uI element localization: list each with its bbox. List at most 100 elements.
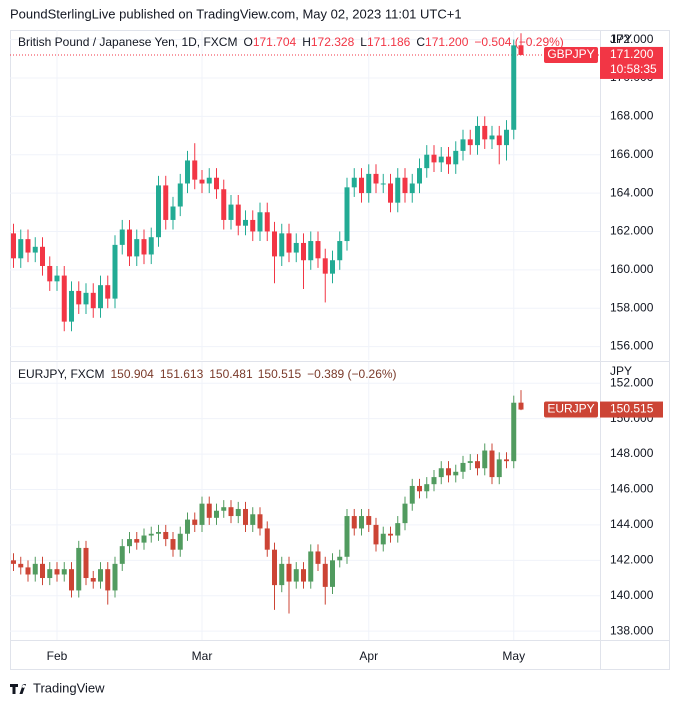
candle-body bbox=[264, 528, 270, 550]
candle-body bbox=[177, 183, 183, 207]
candle-body bbox=[257, 212, 263, 232]
candle-body bbox=[83, 547, 89, 579]
candle-body bbox=[214, 177, 219, 190]
candle-body bbox=[322, 563, 328, 587]
y-tick-label: 172.000 bbox=[610, 32, 654, 46]
candle-body bbox=[170, 206, 176, 220]
candle-body bbox=[344, 187, 350, 242]
legend-value: 172.328 bbox=[311, 35, 355, 49]
currency-label: JPY bbox=[610, 364, 632, 378]
candle-body bbox=[141, 239, 147, 255]
candle-body bbox=[40, 563, 45, 579]
candle-body bbox=[504, 129, 509, 146]
candle-body bbox=[482, 450, 488, 469]
candle-body bbox=[373, 173, 379, 184]
candle-body bbox=[272, 549, 277, 586]
currency-label: JPY bbox=[610, 32, 632, 46]
legend-key: O bbox=[243, 35, 252, 49]
candle-body bbox=[279, 233, 285, 257]
candle-body bbox=[366, 173, 372, 194]
candle-body bbox=[90, 578, 96, 582]
y-tick-label: 146.000 bbox=[610, 482, 654, 496]
legend-key: L bbox=[360, 35, 367, 49]
candle-body bbox=[424, 154, 430, 169]
candle-body bbox=[467, 461, 473, 463]
candle-body bbox=[228, 507, 234, 517]
candle-body bbox=[453, 150, 459, 165]
symbol-badge bbox=[544, 46, 598, 63]
y-tick-label: 152.000 bbox=[610, 375, 654, 389]
candle-body bbox=[199, 179, 205, 184]
candle-body bbox=[257, 514, 263, 529]
price-badge bbox=[600, 46, 663, 79]
candle-body bbox=[163, 185, 169, 220]
candle-body bbox=[250, 514, 256, 525]
candle-body bbox=[243, 219, 248, 226]
candle-body bbox=[489, 450, 495, 478]
candle-body bbox=[446, 156, 451, 165]
candle-body bbox=[18, 239, 24, 259]
candle-body bbox=[185, 160, 190, 184]
y-tick-label: 138.000 bbox=[610, 623, 654, 637]
candle-body bbox=[235, 204, 241, 226]
candle-body bbox=[170, 539, 176, 550]
candle-body bbox=[344, 516, 350, 557]
candle-body bbox=[185, 519, 190, 534]
y-tick-label: 162.000 bbox=[610, 224, 654, 238]
candle-body bbox=[83, 292, 89, 305]
candle-body bbox=[76, 290, 82, 305]
candle-body bbox=[322, 258, 328, 274]
candle-body bbox=[40, 246, 45, 266]
candle-body bbox=[359, 516, 364, 529]
legend-title: EURJPY, FXCM bbox=[18, 367, 104, 381]
candle-body bbox=[272, 231, 277, 257]
y-tick-label: 168.000 bbox=[610, 109, 654, 123]
y-tick-label: 160.000 bbox=[610, 262, 654, 276]
candle-body bbox=[301, 569, 306, 582]
candle-body bbox=[431, 154, 437, 163]
candle-body bbox=[25, 567, 31, 575]
candle-body bbox=[301, 242, 306, 261]
candle-body bbox=[69, 290, 74, 322]
candle-body bbox=[475, 125, 480, 146]
candle-body bbox=[359, 177, 364, 194]
candle-body bbox=[308, 551, 314, 582]
candle-body bbox=[47, 569, 53, 579]
candle-body bbox=[496, 135, 502, 146]
candle-body bbox=[11, 233, 16, 259]
candle-body bbox=[511, 402, 517, 462]
candle-body bbox=[61, 569, 67, 575]
y-tick-label: 158.000 bbox=[610, 300, 654, 314]
candle-body bbox=[286, 563, 292, 582]
y-tick-label: 164.000 bbox=[610, 185, 654, 199]
candle-body bbox=[511, 45, 517, 130]
legend-value: 150.904 bbox=[110, 367, 154, 381]
y-tick-label: 140.000 bbox=[610, 588, 654, 602]
candle-body bbox=[98, 569, 103, 582]
x-tick-label: Apr bbox=[359, 649, 378, 663]
candle-body bbox=[206, 177, 212, 184]
candle-body bbox=[337, 556, 343, 561]
candle-body bbox=[424, 484, 430, 492]
footer-logo: TradingView bbox=[10, 680, 105, 695]
candle-body bbox=[373, 524, 379, 545]
candle-body bbox=[119, 546, 125, 564]
candle-body bbox=[61, 275, 67, 322]
legend-key: C bbox=[416, 35, 425, 49]
candle-body bbox=[25, 239, 31, 253]
candle-body bbox=[11, 560, 16, 564]
y-tick-label: 148.000 bbox=[610, 446, 654, 460]
candle-body bbox=[105, 285, 111, 299]
candle-body bbox=[504, 459, 509, 462]
candle-body bbox=[402, 503, 408, 524]
candle-body bbox=[250, 219, 256, 232]
legend-change: −0.504 (−0.29%) bbox=[474, 35, 563, 49]
legend: EURJPY, FXCM 150.904 151.613 150.481 150.515… bbox=[18, 367, 397, 381]
candle-body bbox=[199, 503, 205, 525]
candle-body bbox=[112, 244, 118, 299]
candle-body bbox=[235, 508, 241, 517]
header: PoundSterlingLive published on TradingVi… bbox=[10, 6, 462, 21]
candle-body bbox=[192, 160, 198, 180]
candle-body bbox=[134, 239, 140, 257]
